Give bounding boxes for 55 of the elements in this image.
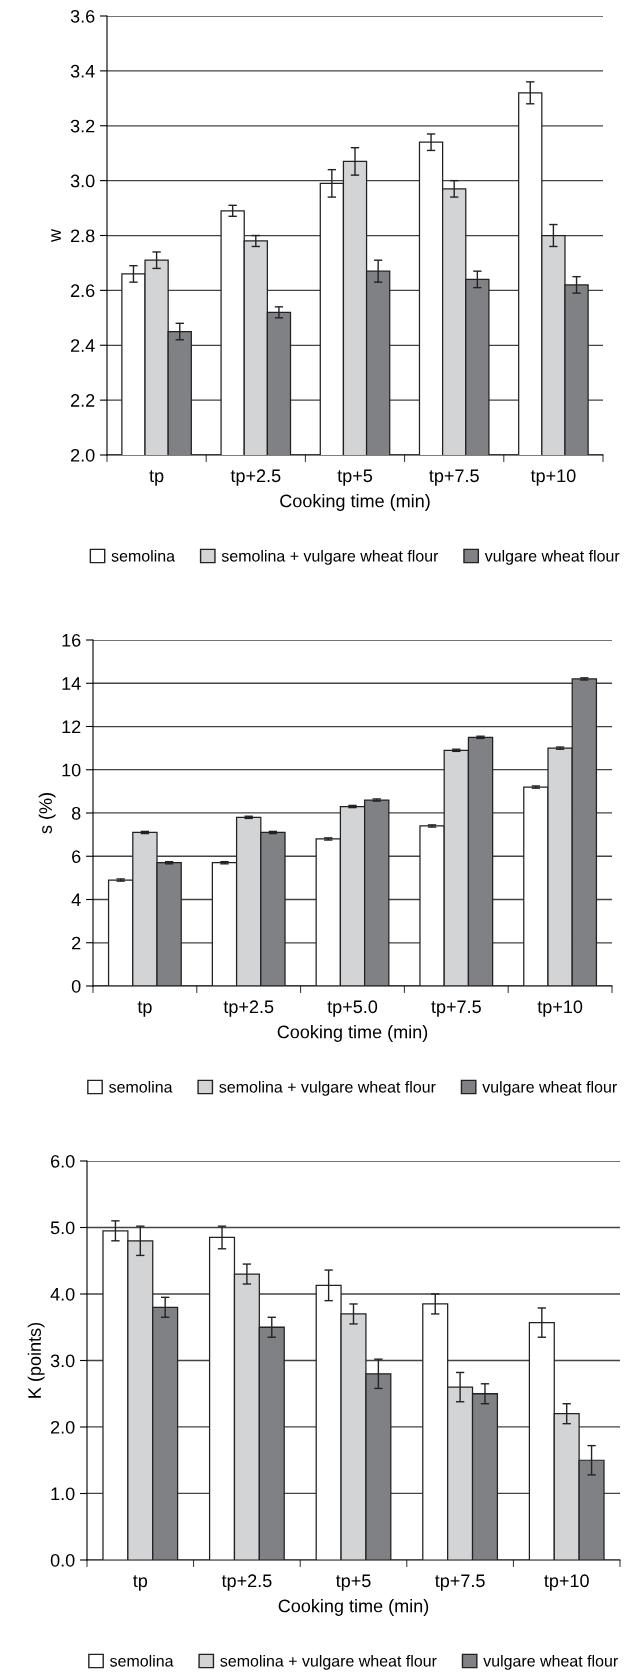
- x-tick-label: tp+7.5: [431, 1000, 481, 1017]
- x-tick-label: tp+10: [537, 1000, 583, 1017]
- x-tick-label: tp+7.5: [435, 1574, 485, 1591]
- y-tick-label: 16: [62, 633, 81, 647]
- y-tick-label: 2.4: [71, 339, 95, 352]
- x-tick-label: tp+2.5: [223, 1000, 274, 1017]
- y-tick-label: 4.0: [50, 1287, 75, 1301]
- y-axis-title: K (points): [27, 1322, 45, 1398]
- x-tick-label: tp: [133, 1575, 148, 1591]
- legend-label: vulgare wheat flour: [482, 1080, 617, 1096]
- x-tick-label: tp: [149, 470, 164, 486]
- x-tick-label: tp+5.0: [327, 1000, 378, 1017]
- y-tick-label: 12: [62, 720, 81, 734]
- legend-label: semolina: [111, 549, 176, 562]
- y-tick-label: 3.6: [70, 9, 95, 23]
- legend-label: vulgare wheat flour: [483, 1654, 618, 1670]
- y-tick-label: 1.0: [51, 1487, 75, 1501]
- x-tick-label: tp+2.5: [221, 1574, 272, 1591]
- y-tick-label: 3.0: [50, 1354, 75, 1368]
- y-tick-label: 0.0: [50, 1553, 75, 1567]
- y-tick-label: 2.0: [51, 1420, 75, 1434]
- legend-label: semolina: [110, 1654, 174, 1667]
- y-tick-label: 3.4: [70, 64, 95, 78]
- y-tick-label: 10: [62, 763, 81, 777]
- x-axis-title: Cooking time (min): [280, 494, 430, 511]
- x-tick-label: tp+10: [530, 469, 576, 486]
- y-tick-label: 8: [71, 806, 81, 820]
- legend-label: semolina + vulgare wheat flour: [219, 1080, 436, 1096]
- y-tick-label: 2.2: [71, 394, 95, 407]
- y-tick-label: 2.0: [71, 448, 95, 462]
- x-tick-label: tp+5: [335, 1574, 371, 1591]
- x-tick-label: tp+5: [337, 469, 373, 486]
- x-tick-label: tp+10: [544, 1574, 589, 1591]
- y-tick-label: 2.6: [71, 284, 95, 298]
- y-tick-label: 5.0: [50, 1221, 75, 1235]
- y-tick-label: 3.0: [70, 174, 95, 188]
- x-tick-label: tp+7.5: [429, 469, 479, 486]
- y-axis-title: s (%): [38, 793, 56, 834]
- x-axis-title: Cooking time (min): [277, 1025, 428, 1042]
- y-tick-label: 4: [71, 893, 81, 907]
- legend-label: vulgare wheat flour: [484, 549, 620, 565]
- legend-label: semolina + vulgare wheat flour: [220, 1654, 437, 1670]
- x-tick-label: tp: [137, 1001, 152, 1017]
- y-tick-label: 2.8: [71, 229, 95, 243]
- x-axis-title: Cooking time (min): [278, 1599, 429, 1616]
- legend-label: semolina + vulgare wheat flour: [221, 549, 439, 565]
- x-tick-label: tp+2.5: [230, 469, 281, 486]
- y-axis-title: w: [51, 228, 61, 243]
- y-tick-label: 6.0: [51, 1154, 75, 1168]
- legend-label: semolina: [109, 1080, 173, 1093]
- y-tick-label: 14: [62, 677, 81, 690]
- y-tick-label: 6: [72, 850, 81, 863]
- y-tick-label: 2: [72, 936, 81, 950]
- y-tick-label: 0: [71, 979, 81, 993]
- y-tick-label: 3.2: [70, 119, 95, 133]
